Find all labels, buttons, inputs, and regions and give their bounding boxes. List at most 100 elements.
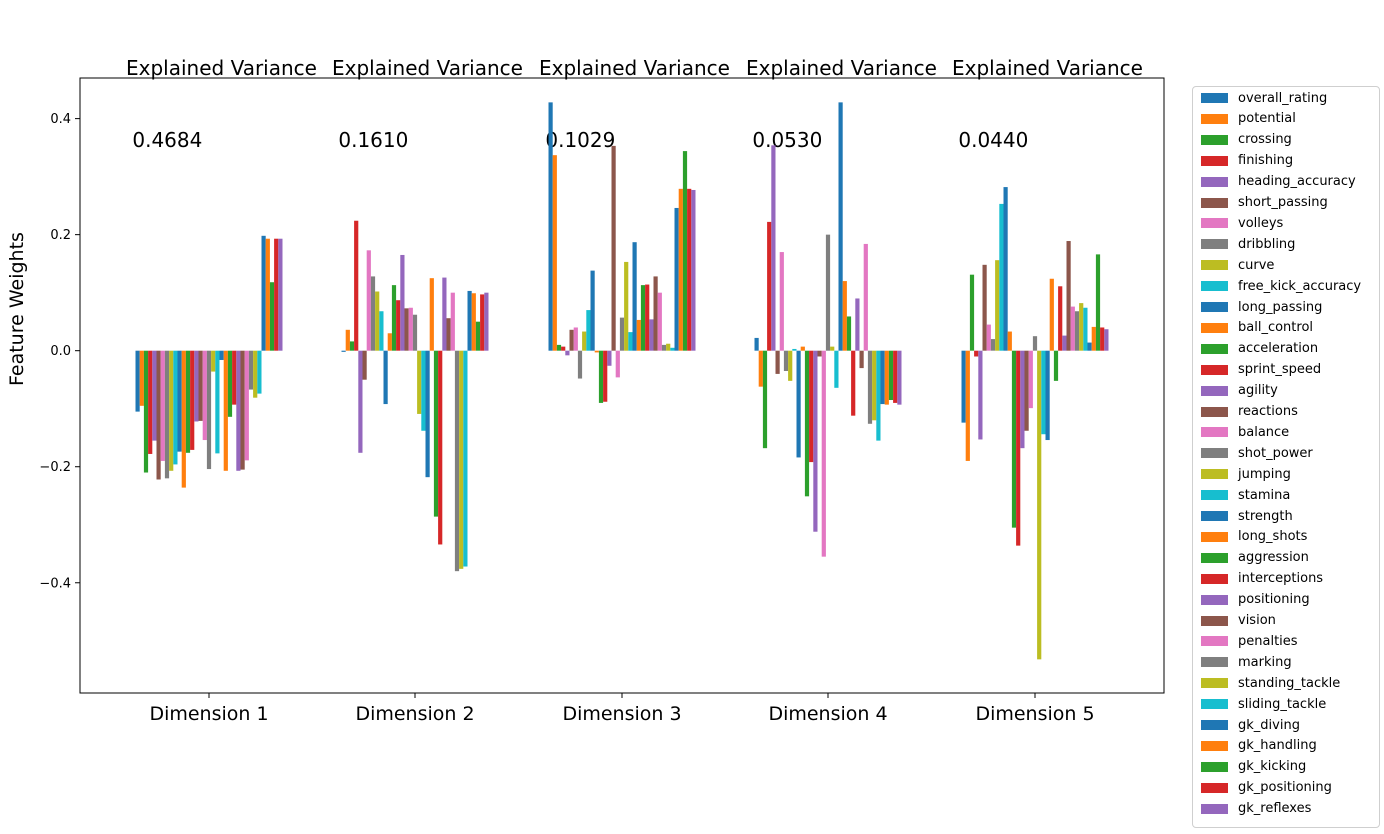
legend-item-sprint_speed: sprint_speed (1201, 361, 1321, 379)
bar-volleys-dim1 (160, 350, 165, 461)
legend-label: sliding_tackle (1238, 696, 1327, 712)
legend-swatch (1201, 239, 1228, 250)
bar-finishing-dim3 (561, 346, 566, 351)
legend-label: gk_handling (1238, 738, 1317, 754)
bar-strength-dim2 (425, 350, 430, 478)
bar-finishing-dim4 (767, 221, 772, 351)
bar-short_passing-dim3 (569, 329, 574, 351)
legend-item-aggression: aggression (1201, 549, 1309, 567)
legend-item-reactions: reactions (1201, 403, 1298, 421)
legend-item-agility: agility (1201, 382, 1278, 400)
bar-acceleration-dim1 (185, 350, 191, 453)
bar-interceptions-dim1 (232, 350, 237, 405)
bar-gk_handling-dim4 (884, 350, 889, 405)
bar-overall_rating-dim3 (548, 102, 553, 351)
bar-balance-dim2 (408, 307, 413, 351)
bar-finishing-dim5 (974, 350, 979, 357)
bar-potential-dim4 (758, 350, 763, 387)
bar-gk_reflexes-dim3 (691, 189, 696, 351)
bar-gk_positioning-dim2 (480, 294, 485, 351)
bar-sprint_speed-dim2 (396, 300, 401, 351)
bar-marking-dim2 (454, 350, 460, 572)
legend-label: agility (1238, 383, 1278, 399)
legend-item-positioning: positioning (1201, 591, 1310, 609)
bar-free_kick_accuracy-dim1 (173, 350, 178, 465)
bar-ball_control-dim5 (1007, 331, 1012, 351)
bar-overall_rating-dim5 (961, 350, 966, 423)
bar-short_passing-dim2 (362, 350, 367, 380)
bar-gk_positioning-dim3 (687, 188, 692, 351)
bar-marking-dim3 (661, 344, 667, 351)
bar-vision-dim5 (1066, 241, 1071, 351)
legend-label: marking (1238, 654, 1292, 670)
bar-positioning-dim1 (236, 350, 241, 471)
legend-item-heading_accuracy: heading_accuracy (1201, 173, 1356, 191)
bar-reactions-dim2 (404, 308, 409, 351)
bar-long_passing-dim2 (383, 350, 388, 405)
x-tick-label: Dimension 4 (768, 703, 887, 725)
bar-heading_accuracy-dim4 (771, 145, 776, 351)
legend-label: volleys (1238, 215, 1284, 231)
legend-label: stamina (1238, 487, 1291, 503)
bar-balance-dim1 (202, 350, 207, 441)
y-tick-label: 0.2 (50, 228, 71, 243)
bar-standing_tackle-dim2 (459, 350, 464, 569)
bar-gk_positioning-dim5 (1100, 327, 1105, 351)
bars-group (135, 102, 1109, 660)
legend-label: vision (1238, 613, 1276, 628)
legend-swatch (1201, 490, 1228, 501)
bar-sliding_tackle-dim5 (1083, 307, 1088, 351)
bar-gk_kicking-dim3 (682, 151, 688, 351)
bar-jumping-dim3 (624, 261, 629, 351)
bar-free_kick_accuracy-dim5 (999, 203, 1004, 351)
legend-item-long_passing: long_passing (1201, 298, 1322, 316)
bar-long_passing-dim3 (590, 270, 595, 351)
explained-variance-title-2-line1: Explained Variance (332, 56, 523, 80)
bar-strength-dim3 (632, 242, 637, 351)
bar-aggression-dim5 (1053, 350, 1059, 381)
bar-gk_reflexes-dim5 (1104, 329, 1109, 351)
y-tick-label: −0.2 (39, 460, 71, 475)
legend-swatch (1201, 594, 1228, 605)
legend-item-overall_rating: overall_rating (1201, 89, 1327, 107)
explained-variance-title-2: Explained Variance 0.1610 (332, 8, 523, 176)
explained-variance-title-1: Explained Variance 0.4684 (126, 8, 317, 176)
bar-long_shots-dim2 (429, 278, 434, 351)
legend-item-penalties: penalties (1201, 632, 1298, 650)
bar-positioning-dim2 (442, 277, 447, 351)
legend-item-crossing: crossing (1201, 131, 1292, 149)
legend-label: gk_diving (1238, 717, 1300, 733)
legend-swatch (1201, 678, 1228, 689)
legend: overall_rating potential crossing finishing… (1192, 86, 1380, 828)
legend-swatch (1201, 93, 1228, 103)
bar-curve-dim1 (169, 350, 174, 471)
legend-label: overall_rating (1238, 90, 1328, 106)
legend-label: shot_power (1238, 445, 1313, 461)
bar-shot_power-dim2 (412, 314, 418, 351)
bar-gk_diving-dim2 (467, 290, 472, 351)
bar-ball_control-dim4 (800, 346, 805, 351)
legend-label: positioning (1238, 592, 1310, 608)
bar-vision-dim2 (446, 318, 451, 351)
bar-sliding_tackle-dim4 (876, 350, 881, 441)
legend-item-balance: balance (1201, 423, 1289, 441)
bar-gk_diving-dim3 (674, 207, 679, 351)
legend-label: short_passing (1238, 195, 1328, 210)
legend-swatch (1201, 302, 1228, 312)
legend-swatch (1201, 615, 1228, 626)
legend-swatch (1201, 803, 1228, 814)
y-tick-label: 0.4 (50, 112, 71, 127)
bar-ball_control-dim3 (594, 350, 599, 353)
legend-label: curve (1238, 257, 1275, 273)
bar-reactions-dim1 (198, 350, 203, 421)
bar-short_passing-dim5 (982, 264, 987, 351)
legend-label: aggression (1238, 550, 1309, 566)
legend-item-gk_reflexes: gk_reflexes (1201, 800, 1311, 818)
bar-interceptions-dim5 (1058, 286, 1063, 351)
bar-sprint_speed-dim4 (809, 350, 814, 463)
x-tick-label: Dimension 5 (975, 703, 1094, 725)
bar-long_shots-dim5 (1049, 278, 1054, 351)
bar-gk_kicking-dim4 (888, 350, 894, 401)
legend-item-jumping: jumping (1201, 465, 1291, 483)
